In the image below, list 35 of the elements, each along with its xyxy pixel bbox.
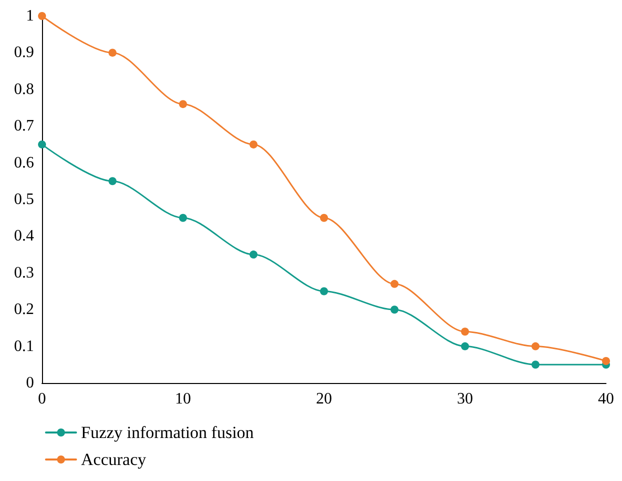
point	[602, 356, 610, 365]
x-tick-label: 20	[316, 390, 332, 408]
y-tick-label: 1	[26, 8, 34, 24]
y-tick-label: 0.6	[14, 154, 34, 172]
point	[390, 280, 398, 288]
x-tick-label: 30	[457, 390, 473, 408]
y-tick-label: 0.9	[14, 44, 34, 62]
y-tick-label: 0.7	[14, 118, 34, 135]
y-tick-label: 0.2	[14, 301, 34, 318]
point	[179, 100, 187, 108]
point	[108, 177, 116, 186]
x-tick-label: 10	[175, 390, 191, 408]
point	[108, 48, 116, 57]
y-tick-label: 0.5	[14, 191, 34, 208]
point	[461, 342, 469, 350]
y-tick-label: 0.8	[14, 80, 34, 98]
x-tick-label: 40	[598, 390, 614, 408]
point	[179, 214, 187, 222]
x-tick-label: 0	[38, 390, 46, 408]
point	[38, 12, 46, 20]
legend-label: Accuracy	[81, 450, 147, 469]
point	[38, 140, 46, 148]
point	[250, 250, 258, 259]
point	[320, 214, 328, 222]
point	[250, 140, 258, 148]
point	[461, 328, 469, 336]
legend-label: Fuzzy information fusion	[81, 423, 254, 442]
y-tick-label: 0.1	[14, 338, 34, 355]
point	[390, 306, 398, 314]
y-tick-label: 0	[26, 374, 34, 392]
point	[532, 360, 540, 369]
point	[532, 342, 540, 350]
point	[320, 287, 328, 296]
y-tick-label: 0.3	[14, 264, 34, 282]
y-tick-label: 0.4	[14, 228, 34, 245]
